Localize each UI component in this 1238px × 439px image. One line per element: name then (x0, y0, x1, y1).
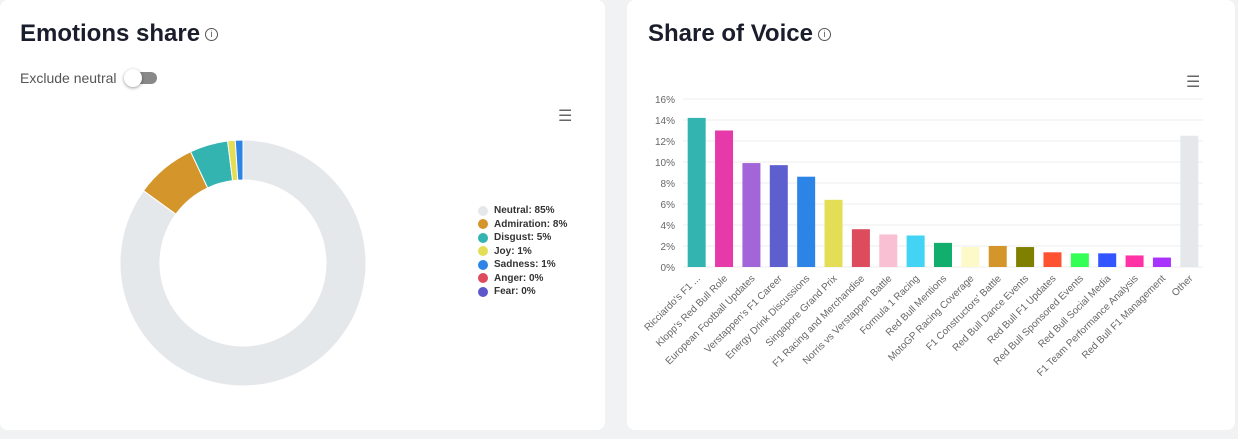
legend-dot (478, 232, 488, 243)
x-tick-label: F1 Team Performance Analysis (1035, 273, 1141, 379)
bar[interactable] (1125, 255, 1144, 267)
legend-dot (478, 259, 488, 270)
sov-title: Share of Voice i (648, 20, 831, 48)
bar[interactable] (1016, 247, 1035, 267)
legend-label: Sadness: 1% (494, 259, 556, 271)
legend-label: Fear: 0% (494, 286, 536, 298)
legend-label: Admiration: 8% (494, 218, 568, 230)
emotions-share-card: Emotions share i Exclude neutral ☰ Neutra… (0, 0, 605, 430)
bar[interactable] (1098, 253, 1117, 267)
y-tick-label: 4% (661, 221, 676, 232)
bar[interactable] (879, 234, 898, 267)
y-tick-label: 10% (655, 158, 675, 169)
bar[interactable] (1043, 252, 1062, 267)
bar[interactable] (988, 246, 1007, 267)
legend-item-anger[interactable]: Anger: 0% (478, 272, 567, 286)
y-tick-label: 8% (661, 179, 676, 190)
info-icon[interactable]: i (817, 28, 831, 42)
bar[interactable] (1152, 257, 1171, 267)
share-of-voice-bar-chart: 0%2%4%6%8%10%12%14%16%Ricciardo's F1 ...… (643, 95, 1203, 379)
bar[interactable] (824, 199, 843, 267)
donut-slice-neutral[interactable] (119, 139, 367, 387)
y-tick-label: 6% (661, 200, 676, 211)
bar[interactable] (687, 117, 706, 268)
bar[interactable] (906, 235, 925, 268)
chart-menu-icon[interactable]: ☰ (1186, 74, 1201, 91)
x-tick-label: Other (1170, 273, 1196, 299)
exclude-neutral-label: Exclude neutral (20, 70, 117, 86)
legend-label: Joy: 1% (494, 245, 532, 257)
legend-item-fear[interactable]: Fear: 0% (478, 285, 567, 299)
legend-dot (478, 205, 488, 216)
bar[interactable] (715, 130, 734, 268)
bar[interactable] (961, 247, 980, 267)
bar[interactable] (769, 165, 788, 267)
y-tick-label: 0% (661, 263, 676, 274)
legend-item-disgust[interactable]: Disgust: 5% (478, 231, 567, 245)
bar[interactable] (742, 163, 761, 267)
legend-item-joy[interactable]: Joy: 1% (478, 245, 567, 259)
y-tick-label: 12% (655, 137, 675, 148)
bar[interactable] (851, 229, 870, 267)
legend-label: Neutral: 85% (494, 205, 555, 217)
info-icon[interactable]: i (205, 28, 219, 42)
legend-item-neutral[interactable]: Neutral: 85% (478, 204, 567, 218)
chart-menu-icon[interactable]: ☰ (558, 108, 573, 125)
exclude-neutral-row: Exclude neutral (20, 69, 157, 87)
legend-label: Anger: 0% (494, 272, 544, 284)
legend-dot (478, 286, 488, 297)
emotions-legend: Neutral: 85% Admiration: 8% Disgust: 5% Joy… (478, 204, 567, 299)
bar[interactable] (1180, 135, 1199, 267)
bar[interactable] (797, 176, 816, 267)
share-of-voice-card: Share of Voice i ☰ 0% 2% 4% 6% 8% 10% 12% 14% 16%… (627, 0, 1235, 430)
donut-chart (119, 139, 367, 387)
y-tick-label: 14% (655, 116, 675, 127)
bar[interactable] (1070, 253, 1089, 267)
legend-item-admiration[interactable]: Admiration: 8% (478, 218, 567, 232)
toggle-knob[interactable] (123, 69, 142, 87)
legend-dot (478, 273, 488, 284)
y-tick-label: 16% (655, 95, 675, 106)
emotions-title: Emotions share i (20, 20, 219, 48)
legend-dot (478, 246, 488, 257)
donut-slice-sadness[interactable] (234, 139, 244, 181)
y-tick-label: 2% (661, 242, 676, 253)
exclude-neutral-toggle[interactable] (123, 69, 157, 87)
bar[interactable] (934, 242, 952, 267)
legend-label: Disgust: 5% (494, 232, 552, 244)
legend-dot (478, 219, 488, 230)
legend-item-sadness[interactable]: Sadness: 1% (478, 258, 567, 272)
